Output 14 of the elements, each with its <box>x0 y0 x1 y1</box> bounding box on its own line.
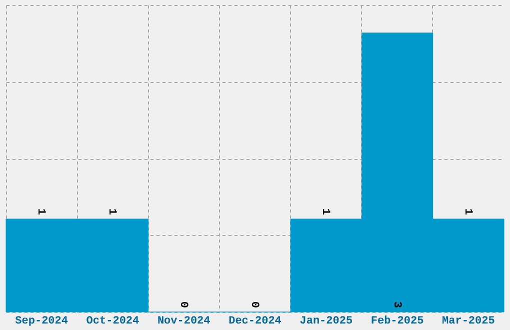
x-tick-label: Jan-2025 <box>300 316 353 328</box>
x-tick-label: Oct-2024 <box>86 316 140 328</box>
x-tick-label: Nov-2024 <box>157 316 211 328</box>
data-label: 3 <box>390 301 402 308</box>
data-label: 1 <box>461 208 474 216</box>
data-label: 1 <box>34 208 47 216</box>
data-label: 1 <box>106 208 118 216</box>
data-label: 0 <box>176 301 189 308</box>
x-tick-label: Feb-2025 <box>370 316 424 328</box>
data-label: 0 <box>248 301 260 308</box>
x-tick-label: Sep-2024 <box>15 316 68 328</box>
x-tick-label: Mar-2025 <box>442 316 496 328</box>
data-label: 1 <box>319 208 332 216</box>
x-tick-label: Dec-2024 <box>228 316 282 328</box>
